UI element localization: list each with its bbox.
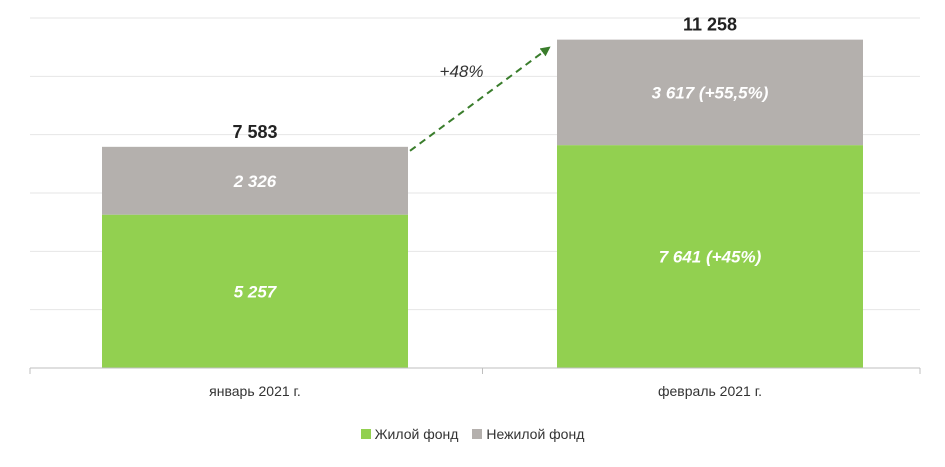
growth-arrow — [409, 46, 551, 152]
legend-item-residential: Жилой фонд — [360, 426, 459, 442]
data-label-nonresidential-1: 3 617 (+55,5%) — [652, 83, 769, 102]
chart-plot: 5 257 2 326 7 583 7 641 (+45%) 3 617 (+55,5%… — [29, 15, 921, 399]
x-tick-label-1: февраль 2021 г. — [658, 383, 762, 399]
legend: Жилой фонд Нежилой фонд — [0, 426, 945, 442]
total-label-1: 11 258 — [683, 15, 737, 35]
total-label-0: 7 583 — [232, 122, 277, 142]
data-label-residential-0: 5 257 — [234, 282, 278, 301]
bar-segment-nonresidential-0 — [102, 146, 408, 215]
data-label-residential-1: 7 641 (+45%) — [659, 248, 762, 267]
legend-swatch-nonresidential — [472, 429, 483, 439]
legend-item-nonresidential: Нежилой фонд — [472, 426, 584, 442]
bar-segment-residential-0 — [102, 214, 408, 368]
x-tick-label-0: январь 2021 г. — [209, 383, 301, 399]
legend-swatch-residential — [360, 429, 371, 439]
bar-segment-nonresidential-1 — [557, 39, 863, 146]
legend-label-nonresidential: Нежилой фонд — [486, 426, 585, 442]
bar-segment-residential-1 — [557, 145, 863, 368]
data-label-nonresidential-0: 2 326 — [233, 172, 277, 191]
growth-annotation-label: +48% — [440, 62, 484, 81]
legend-label-residential: Жилой фонд — [374, 426, 459, 442]
